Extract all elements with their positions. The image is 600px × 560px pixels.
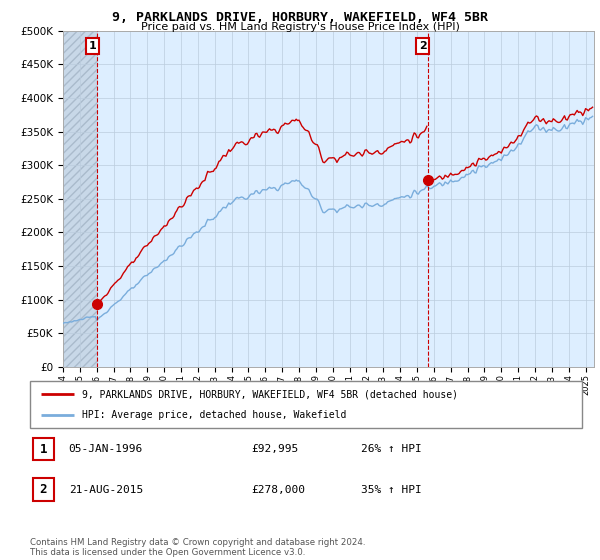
Text: 9, PARKLANDS DRIVE, HORBURY, WAKEFIELD, WF4 5BR: 9, PARKLANDS DRIVE, HORBURY, WAKEFIELD, … (112, 11, 488, 24)
Text: £278,000: £278,000 (251, 484, 305, 494)
Text: 05-JAN-1996: 05-JAN-1996 (68, 444, 143, 454)
Text: 1: 1 (40, 442, 47, 456)
FancyBboxPatch shape (30, 381, 582, 428)
Text: 26% ↑ HPI: 26% ↑ HPI (361, 444, 422, 454)
Text: HPI: Average price, detached house, Wakefield: HPI: Average price, detached house, Wake… (82, 410, 347, 420)
FancyBboxPatch shape (33, 478, 54, 501)
Bar (63, 31, 97, 367)
Text: 21-AUG-2015: 21-AUG-2015 (68, 484, 143, 494)
Text: 2: 2 (40, 483, 47, 496)
Text: Contains HM Land Registry data © Crown copyright and database right 2024.
This d: Contains HM Land Registry data © Crown c… (30, 538, 365, 557)
Text: 9, PARKLANDS DRIVE, HORBURY, WAKEFIELD, WF4 5BR (detached house): 9, PARKLANDS DRIVE, HORBURY, WAKEFIELD, … (82, 389, 458, 399)
Text: £92,995: £92,995 (251, 444, 298, 454)
Text: Price paid vs. HM Land Registry's House Price Index (HPI): Price paid vs. HM Land Registry's House … (140, 22, 460, 32)
Text: 1: 1 (88, 41, 96, 51)
Text: 2: 2 (419, 41, 427, 51)
FancyBboxPatch shape (33, 438, 54, 460)
Text: 35% ↑ HPI: 35% ↑ HPI (361, 484, 422, 494)
